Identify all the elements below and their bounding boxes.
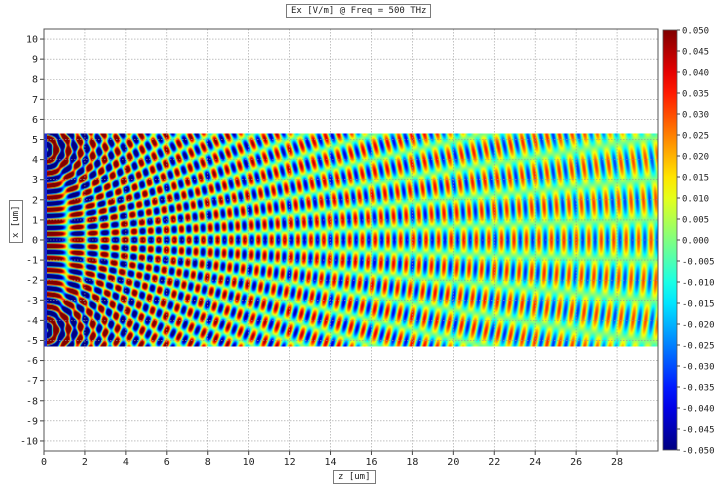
x-tick-label: 14: [325, 457, 337, 468]
y-tick-label: -7: [26, 376, 38, 387]
colorbar-tick-label: 0.005: [682, 216, 709, 226]
colorbar-tick-label: -0.010: [682, 279, 715, 289]
x-tick-label: 0: [41, 457, 47, 468]
x-tick-label: 18: [406, 457, 418, 468]
colorbar-tick-label: -0.030: [682, 363, 715, 373]
y-tick-label: 3: [32, 175, 38, 186]
colorbar-tick-label: -0.040: [682, 405, 715, 415]
colorbar-tick-label: -0.050: [682, 447, 715, 457]
x-tick-label: 24: [529, 457, 541, 468]
grid-layer: [43, 29, 658, 451]
y-tick-label: 9: [32, 55, 38, 66]
x-tick-label: 4: [123, 457, 129, 468]
x-axis-label: z [um]: [333, 470, 376, 484]
y-tick-label: -3: [26, 296, 38, 307]
colorbar-tick-label: -0.025: [682, 342, 715, 352]
y-tick-label: -2: [26, 276, 38, 287]
colorbar-tick-label: -0.045: [682, 426, 715, 436]
colorbar-tick-label: -0.020: [682, 321, 715, 331]
y-tick-label: 1: [32, 215, 38, 226]
colorbar-tick-label: 0.050: [682, 27, 709, 37]
colorbar-tick-label: -0.035: [682, 384, 715, 394]
y-tick-label: -6: [26, 356, 38, 367]
colorbar-tick-label: 0.035: [682, 90, 709, 100]
colorbar-tick-label: 0.030: [682, 111, 709, 121]
x-tick-label: 12: [284, 457, 296, 468]
colorbar-tick-label: -0.005: [682, 258, 715, 268]
x-tick-label: 6: [164, 457, 170, 468]
x-tick-label: 8: [205, 457, 211, 468]
x-tick-label: 26: [570, 457, 582, 468]
y-tick-label: 10: [26, 35, 38, 46]
x-tick-label: 2: [82, 457, 88, 468]
y-tick-label: 8: [32, 75, 38, 86]
y-tick-label: 7: [32, 95, 38, 106]
plot-frame: [43, 28, 659, 452]
colorbar-tick-label: 0.015: [682, 174, 709, 184]
colorbar-tick-label: 0.045: [682, 48, 709, 58]
x-tick-label: 22: [488, 457, 500, 468]
y-axis-label: x [um]: [9, 200, 23, 243]
x-tick-label: 16: [365, 457, 377, 468]
colorbar-layer: 0.050 0.045 0.040 0.035 0.030 0.025 0.020 0.015…: [662, 27, 715, 457]
y-tick-label: -5: [26, 336, 38, 347]
y-tick-label: 4: [32, 155, 38, 166]
x-tick-label: 20: [447, 457, 459, 468]
colorbar-tick-label: 0.020: [682, 153, 709, 163]
y-tick-label: 0: [32, 236, 38, 247]
colorbar-tick-label: 0.040: [682, 69, 709, 79]
colorbar-gradient: [662, 29, 678, 451]
y-tick-label: -1: [26, 256, 38, 267]
y-tick-label: -9: [26, 416, 38, 427]
y-tick-label: -4: [26, 316, 38, 327]
x-tick-label: 28: [611, 457, 623, 468]
colorbar-tick-label: 0.025: [682, 132, 709, 142]
y-tick-label: 5: [32, 135, 38, 146]
x-tick-label: 10: [243, 457, 255, 468]
colorbar-tick-label: 0.010: [682, 195, 709, 205]
y-tick-label: -8: [26, 396, 38, 407]
y-tick-label: 2: [32, 195, 38, 206]
y-tick-label: -10: [20, 436, 38, 447]
colorbar-tick-label: 0.000: [682, 237, 709, 247]
colorbar-tick-label: -0.015: [682, 300, 715, 310]
chart-title: Ex [V/m] @ Freq = 500 THz: [286, 4, 432, 18]
tick-layer: 0 2 4 6 8 10 12 14 16 18 20 22 24 26 28109876543210-1-…: [20, 35, 623, 468]
y-tick-label: 6: [32, 115, 38, 126]
